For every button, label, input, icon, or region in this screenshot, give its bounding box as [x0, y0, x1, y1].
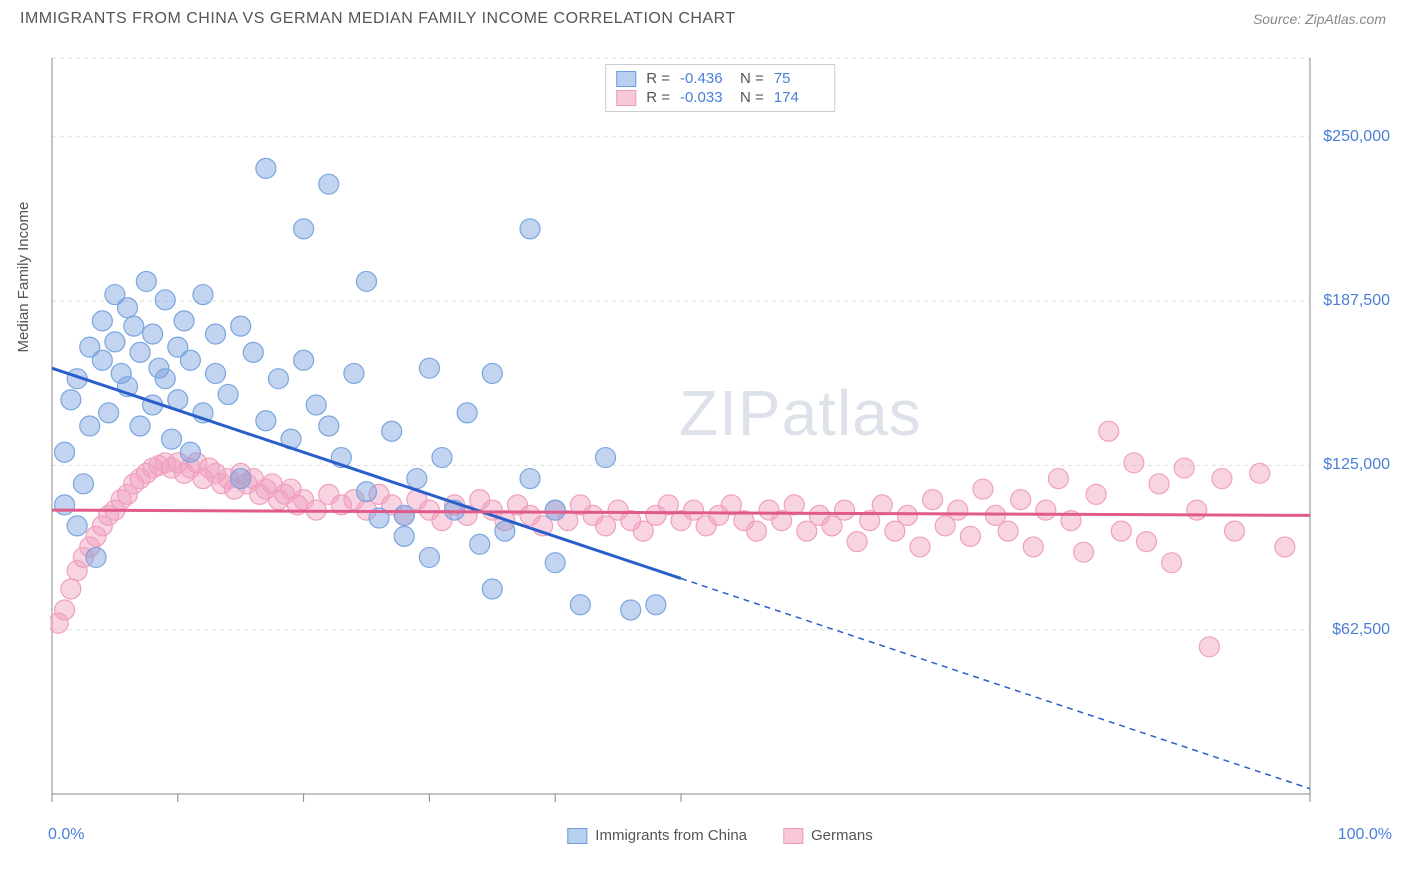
legend-item-a: Immigrants from China	[567, 827, 747, 844]
n-value-a: 75	[774, 70, 824, 87]
legend-item-b: Germans	[783, 827, 873, 844]
swatch-a	[616, 71, 636, 87]
n-value-b: 174	[774, 89, 824, 106]
r-label: R =	[646, 70, 670, 87]
n-label: N =	[740, 89, 764, 106]
x-axis-start-label: 0.0%	[48, 826, 84, 844]
legend-row-b: R = -0.033 N = 174	[616, 88, 824, 107]
correlation-legend: R = -0.436 N = 75 R = -0.033 N = 174	[605, 64, 835, 112]
scatter-chart-svg	[50, 48, 1390, 808]
series-b-name: Germans	[811, 827, 873, 844]
legend-row-a: R = -0.436 N = 75	[616, 69, 824, 88]
swatch-b	[616, 90, 636, 106]
x-axis-end-label: 100.0%	[1338, 826, 1392, 844]
y-axis-label: Median Family Income	[15, 202, 32, 353]
swatch-b-icon	[783, 828, 803, 844]
series-a-name: Immigrants from China	[595, 827, 747, 844]
source-attribution: Source: ZipAtlas.com	[1253, 11, 1386, 27]
r-value-a: -0.436	[680, 70, 730, 87]
y-tick-label: $62,500	[1332, 621, 1390, 639]
r-label: R =	[646, 89, 670, 106]
y-tick-label: $125,000	[1323, 456, 1390, 474]
r-value-b: -0.033	[680, 89, 730, 106]
chart-title: IMMIGRANTS FROM CHINA VS GERMAN MEDIAN F…	[20, 10, 736, 28]
chart-area: Median Family Income ZIPatlas R = -0.436…	[50, 48, 1390, 808]
n-label: N =	[740, 70, 764, 87]
y-tick-label: $187,500	[1323, 292, 1390, 310]
y-tick-label: $250,000	[1323, 128, 1390, 146]
swatch-a-icon	[567, 828, 587, 844]
series-legend: Immigrants from China Germans	[567, 827, 872, 844]
